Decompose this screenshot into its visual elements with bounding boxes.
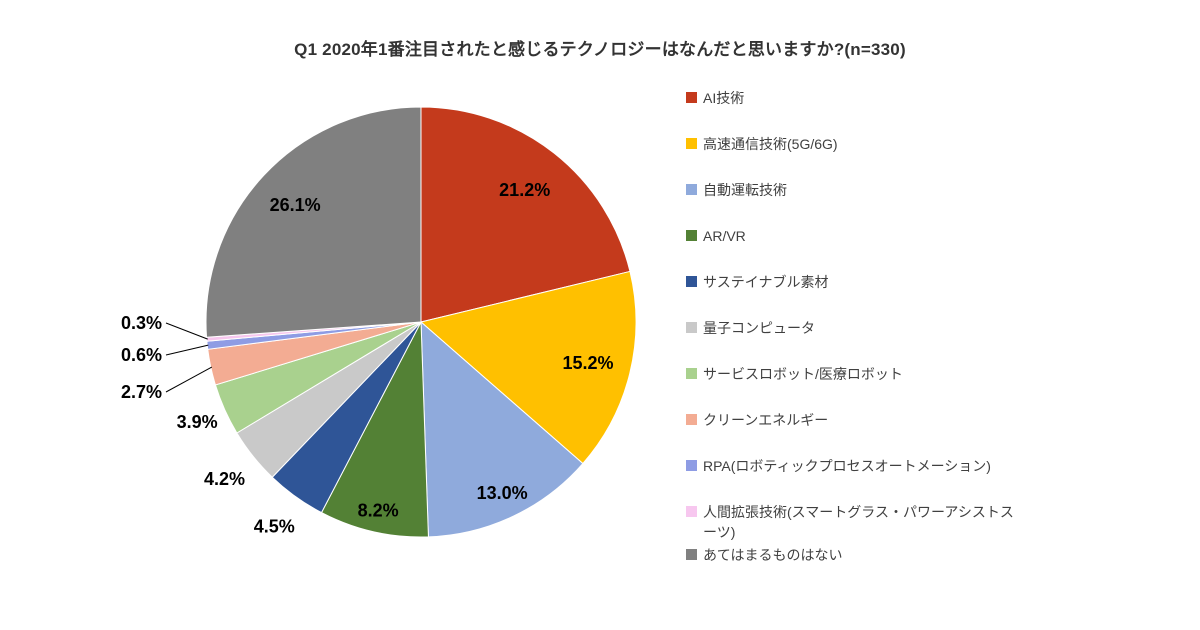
percent-label: 15.2% — [563, 353, 614, 373]
legend-label: あてはまるものはない — [703, 547, 843, 563]
legend: AI技術高速通信技術(5G/6G) 自動運転技術 AR/VR サステイナブル素材 量子コ… — [686, 88, 1166, 565]
percent-label: 3.9% — [177, 412, 218, 432]
legend-label: サステイナブル素材 — [703, 274, 829, 290]
pie-slice-3 — [320, 321, 429, 538]
legend-item: サステイナブル素材 — [686, 272, 1166, 292]
leader-line — [165, 344, 209, 356]
percent-label: 21.2% — [499, 180, 550, 200]
legend-swatch — [686, 184, 697, 195]
legend-item: あてはまるものはない — [686, 545, 1166, 565]
legend-swatch — [686, 276, 697, 287]
pie-slice-1 — [420, 270, 637, 465]
legend-label: AR/VR — [703, 228, 746, 244]
legend-item: AI技術 — [686, 88, 1166, 108]
legend-item: サービスロボット/医療ロボット — [686, 364, 1166, 384]
legend-label: 人間拡張技術(スマートグラス・パワーアシストスーツ) — [703, 504, 1014, 540]
legend-swatch — [686, 138, 697, 149]
legend-item: 高速通信技術(5G/6G) — [686, 134, 1166, 154]
chart-title: Q1 2020年1番注目されたと感じるテクノロジーはなんだと思いますか?(n=3… — [294, 40, 906, 60]
legend-swatch — [686, 414, 697, 425]
legend-swatch — [686, 460, 697, 471]
legend-item: 人間拡張技術(スマートグラス・パワーアシストスーツ) — [686, 502, 1166, 542]
legend-item: クリーンエネルギー — [686, 410, 1166, 430]
percent-label: 8.2% — [358, 501, 399, 521]
legend-item: AR/VR — [686, 226, 1166, 246]
legend-item: RPA(ロボティックプロセスオートメーション) — [686, 456, 1166, 476]
legend-swatch — [686, 92, 697, 103]
legend-label: クリーンエネルギー — [703, 412, 829, 428]
legend-swatch — [686, 506, 697, 517]
percent-label: 2.7% — [121, 382, 162, 402]
legend-label: 量子コンピュータ — [703, 320, 815, 336]
pie-slice-0 — [420, 106, 631, 323]
percent-label: 0.6% — [121, 345, 162, 365]
percent-label: 0.3% — [121, 313, 162, 333]
pie-slice-10 — [205, 106, 422, 338]
legend-item: 量子コンピュータ — [686, 318, 1166, 338]
legend-label: AI技術 — [703, 90, 745, 106]
legend-label: 自動運転技術 — [703, 182, 787, 198]
pie-slice-2 — [420, 321, 584, 538]
percent-label: 4.2% — [204, 469, 245, 489]
percent-label: 26.1% — [270, 195, 321, 215]
legend-label: RPA(ロボティックプロセスオートメーション) — [703, 458, 991, 474]
legend-item: 自動運転技術 — [686, 180, 1166, 200]
legend-label: 高速通信技術(5G/6G) — [703, 136, 838, 152]
legend-swatch — [686, 549, 697, 560]
legend-label: サービスロボット/医療ロボット — [703, 366, 903, 382]
leader-line — [165, 322, 208, 340]
leader-line — [165, 366, 213, 393]
percent-label: 13.0% — [477, 483, 528, 503]
percent-label: 4.5% — [254, 516, 295, 536]
legend-swatch — [686, 368, 697, 379]
legend-swatch — [686, 230, 697, 241]
legend-swatch — [686, 322, 697, 333]
